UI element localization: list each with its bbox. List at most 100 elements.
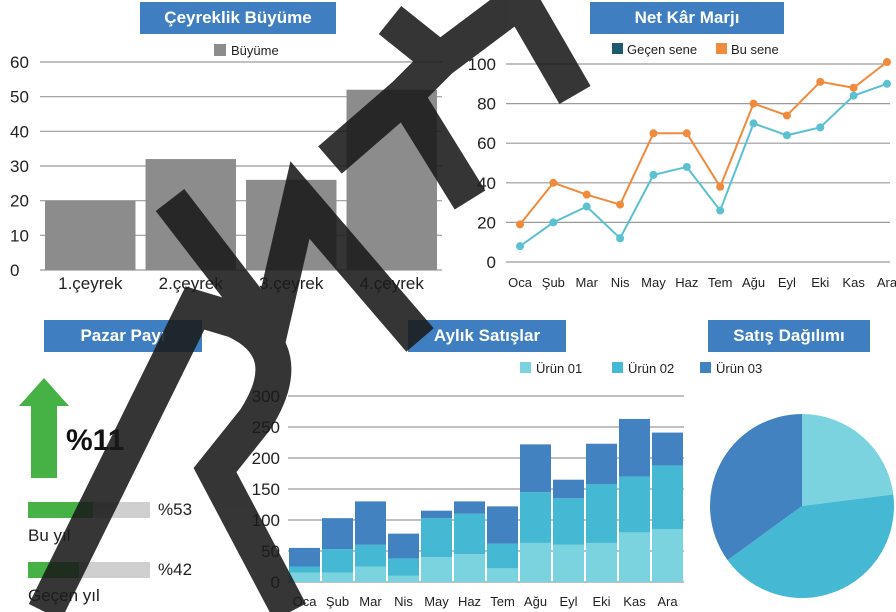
stacked-bar-segment [618, 532, 651, 582]
stacked-bar-segment [354, 566, 387, 582]
x-tick-label: Nis [394, 594, 413, 609]
x-tick-label: Şub [542, 275, 565, 290]
x-tick-label: Eyl [778, 275, 796, 290]
pie-slice [802, 414, 894, 506]
x-tick-label: Tem [490, 594, 515, 609]
stacked-bar-segment [519, 542, 552, 582]
legend-swatch [520, 362, 531, 373]
stacked-bar-segment [288, 547, 321, 567]
data-point [582, 190, 591, 199]
stacked-bar-segment [651, 465, 684, 530]
legend-swatch [612, 43, 623, 54]
y-tick-label: 0 [271, 573, 280, 592]
data-point [782, 111, 791, 120]
stacked-bar-segment [354, 501, 387, 545]
data-point [883, 79, 891, 88]
x-tick-label: Ara [877, 275, 896, 290]
x-tick-label: 3.çeyrek [259, 274, 324, 293]
data-point [716, 182, 725, 191]
x-tick-label: Tem [708, 275, 733, 290]
last-year-percent: %42 [158, 560, 193, 579]
legend-label: Ürün 02 [628, 361, 674, 376]
data-point [682, 129, 691, 138]
data-point [682, 162, 691, 171]
data-point [649, 170, 658, 179]
stacked-bar-segment [519, 444, 552, 493]
y-tick-label: 80 [477, 95, 496, 114]
data-point [616, 234, 625, 243]
data-point [816, 123, 825, 132]
x-tick-label: May [641, 275, 666, 290]
y-tick-label: 50 [10, 88, 29, 107]
x-tick-label: Haz [675, 275, 698, 290]
x-tick-label: Ağu [742, 275, 765, 290]
stacked-bar-segment [651, 432, 684, 466]
monthly-sales-title: Aylık Satışlar [408, 320, 566, 352]
y-tick-label: 100 [468, 55, 496, 74]
stacked-bar-segment [288, 572, 321, 582]
x-tick-label: Ağu [524, 594, 547, 609]
legend-swatch [612, 362, 623, 373]
this-year-percent: %53 [158, 500, 193, 519]
stacked-bar-segment [651, 529, 684, 582]
legend-label: Ürün 03 [716, 361, 762, 376]
data-point [616, 200, 625, 209]
growth-arrow-icon [19, 378, 69, 478]
stacked-bar-segment [288, 566, 321, 573]
y-tick-label: 30 [10, 157, 29, 176]
stacked-bar-segment [552, 544, 585, 582]
x-tick-label: Kas [623, 594, 646, 609]
y-tick-label: 0 [487, 253, 496, 272]
y-tick-label: 100 [252, 511, 280, 530]
y-tick-label: 0 [10, 261, 19, 280]
data-point [816, 77, 825, 86]
last-year-bar-fill [28, 562, 80, 578]
market-growth-value: %11 [66, 424, 125, 457]
legend-label: Bu sene [731, 42, 779, 57]
stacked-bar-segment [486, 543, 519, 569]
y-tick-label: 200 [252, 449, 280, 468]
stacked-bar-segment [453, 501, 486, 514]
y-tick-label: 10 [10, 226, 29, 245]
stacked-bar-segment [486, 506, 519, 544]
legend-swatch [214, 44, 226, 56]
x-tick-label: Mar [576, 275, 599, 290]
legend-label: Büyüme [231, 43, 279, 58]
stacked-bar-segment [585, 542, 618, 582]
y-tick-label: 250 [252, 418, 280, 437]
x-tick-label: Şub [326, 594, 349, 609]
data-point [883, 58, 891, 67]
x-tick-label: Kas [842, 275, 865, 290]
bar [45, 200, 136, 270]
stacked-bar-segment [420, 557, 453, 582]
bar [145, 159, 236, 270]
data-point [549, 178, 558, 187]
stacked-bar-segment [387, 575, 420, 582]
y-tick-label: 20 [10, 192, 29, 211]
stacked-bar-segment [321, 518, 354, 550]
x-tick-label: 1.çeyrek [58, 274, 123, 293]
y-tick-label: 60 [10, 53, 29, 72]
x-tick-label: May [424, 594, 449, 609]
stacked-bar-segment [420, 518, 453, 558]
data-point [582, 202, 591, 211]
x-tick-label: Oca [508, 275, 533, 290]
legend-swatch [716, 43, 727, 54]
x-tick-label: Nis [611, 275, 630, 290]
stacked-bar-segment [552, 498, 585, 545]
data-point [749, 119, 758, 128]
stacked-bar-segment [585, 443, 618, 485]
stacked-bar-segment [387, 558, 420, 576]
stacked-bar-segment [618, 476, 651, 533]
data-point [782, 131, 791, 140]
x-tick-label: 4.çeyrek [360, 274, 425, 293]
stacked-bar-segment [552, 479, 585, 499]
stacked-bar-segment [618, 418, 651, 477]
y-tick-label: 60 [477, 134, 496, 153]
legend-swatch [700, 362, 711, 373]
net-profit-margin-title: Net Kâr Marjı [590, 2, 784, 34]
data-point [849, 91, 858, 100]
last-year-label: Geçen yıl [28, 586, 100, 605]
legend-label: Geçen sene [627, 42, 697, 57]
